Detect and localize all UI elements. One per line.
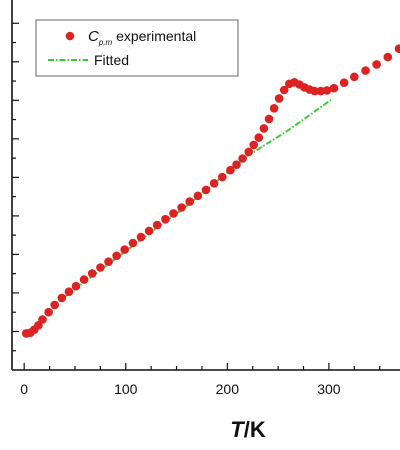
data-point-4 bbox=[38, 315, 47, 324]
data-point-29 bbox=[232, 160, 241, 169]
data-point-47 bbox=[329, 83, 339, 93]
x-axis-title: T/K bbox=[230, 417, 266, 442]
data-point-22 bbox=[177, 203, 186, 212]
legend-cp-symbol: C bbox=[88, 28, 99, 45]
data-point-7 bbox=[57, 293, 67, 303]
data-point-21 bbox=[169, 209, 178, 218]
fitted-line bbox=[64, 99, 332, 298]
x-axis-title-symbol: T bbox=[230, 417, 245, 442]
data-point-16 bbox=[128, 238, 138, 248]
data-point-36 bbox=[269, 104, 279, 113]
data-point-30 bbox=[238, 154, 247, 163]
data-point-20 bbox=[161, 214, 170, 224]
x-axis-title-unit: /K bbox=[244, 417, 266, 442]
x-tick-label-200: 200 bbox=[216, 381, 240, 397]
data-point-49 bbox=[350, 72, 359, 82]
data-point-33 bbox=[254, 133, 264, 142]
data-point-19 bbox=[152, 220, 162, 230]
legend-experimental-marker bbox=[65, 31, 75, 41]
data-point-35 bbox=[264, 114, 274, 124]
data-point-52 bbox=[383, 52, 393, 62]
axes: 0 100 200 300 bbox=[11, 0, 400, 397]
data-point-12 bbox=[96, 263, 105, 272]
data-point-10 bbox=[79, 275, 89, 284]
data-point-34 bbox=[259, 124, 269, 133]
data-point-53 bbox=[394, 44, 400, 53]
data-point-18 bbox=[144, 226, 154, 236]
legend-experimental-text: experimental bbox=[112, 28, 196, 44]
x-tick-label-300: 300 bbox=[317, 381, 341, 397]
data-point-17 bbox=[136, 232, 146, 242]
data-point-15 bbox=[120, 245, 129, 254]
data-point-5 bbox=[44, 307, 53, 317]
data-point-28 bbox=[226, 165, 235, 175]
data-point-13 bbox=[104, 257, 113, 267]
x-tick-label-100: 100 bbox=[114, 381, 138, 397]
data-point-44 bbox=[310, 86, 320, 96]
data-point-32 bbox=[249, 140, 258, 150]
plot-area bbox=[21, 44, 400, 338]
data-point-25 bbox=[201, 185, 211, 195]
data-point-6 bbox=[50, 300, 59, 310]
legend-fitted-label: Fitted bbox=[94, 52, 129, 68]
data-point-37 bbox=[274, 94, 284, 103]
legend: Cp,m experimental Fitted bbox=[35, 19, 239, 77]
data-point-24 bbox=[193, 191, 203, 201]
data-point-46 bbox=[322, 86, 332, 95]
legend-cp-subscript: p,m bbox=[98, 38, 113, 47]
data-point-23 bbox=[185, 197, 194, 206]
x-tick-label-0: 0 bbox=[20, 381, 28, 397]
data-point-26 bbox=[209, 179, 219, 188]
data-point-14 bbox=[112, 251, 121, 261]
legend-box bbox=[35, 19, 239, 77]
data-point-31 bbox=[244, 147, 253, 157]
data-point-38 bbox=[279, 85, 289, 95]
data-point-50 bbox=[361, 66, 370, 75]
data-point-11 bbox=[87, 269, 97, 278]
data-point-48 bbox=[339, 78, 349, 87]
data-point-27 bbox=[218, 172, 227, 182]
data-point-9 bbox=[71, 281, 81, 291]
data-point-51 bbox=[372, 60, 381, 69]
data-point-8 bbox=[64, 287, 74, 297]
legend-experimental-label: Cp,m experimental bbox=[88, 28, 196, 47]
